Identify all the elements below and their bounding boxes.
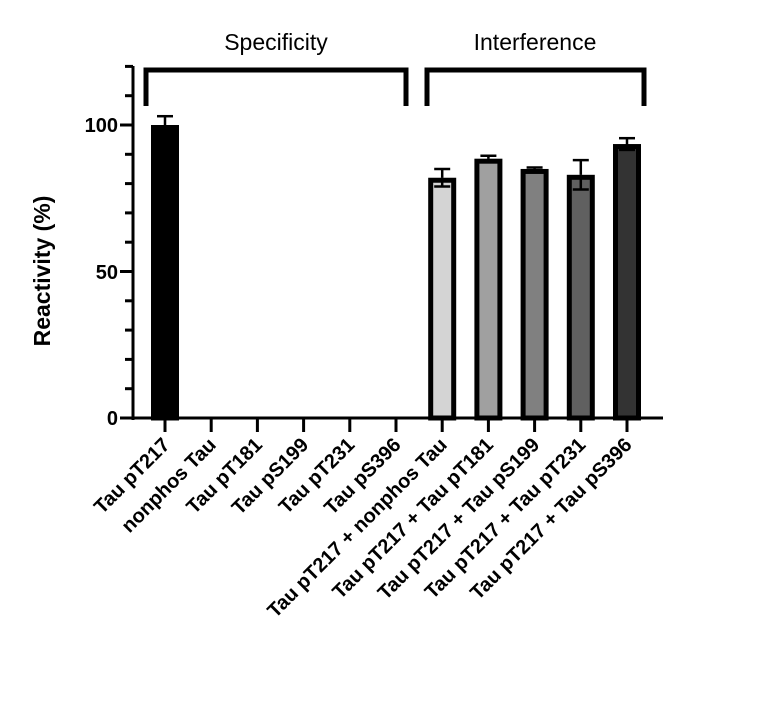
y-tick-50: 50 [96, 262, 118, 284]
interference-label: Interference [474, 29, 597, 55]
bar [151, 114, 179, 421]
y-tick-0: 0 [107, 408, 118, 430]
bar [520, 166, 549, 421]
specificity-label: Specificity [224, 29, 328, 55]
y-tick-100: 100 [85, 115, 118, 137]
y-axis-title: Reactivity (%) [29, 196, 55, 347]
bars [151, 114, 641, 421]
specificity-bracket: Specificity [143, 29, 409, 106]
bar [474, 154, 503, 421]
y-axis: 100 50 0 [85, 64, 135, 430]
interference-bracket: Interference [424, 29, 647, 106]
bar [613, 136, 641, 421]
bar [566, 158, 595, 421]
bar [428, 167, 457, 421]
